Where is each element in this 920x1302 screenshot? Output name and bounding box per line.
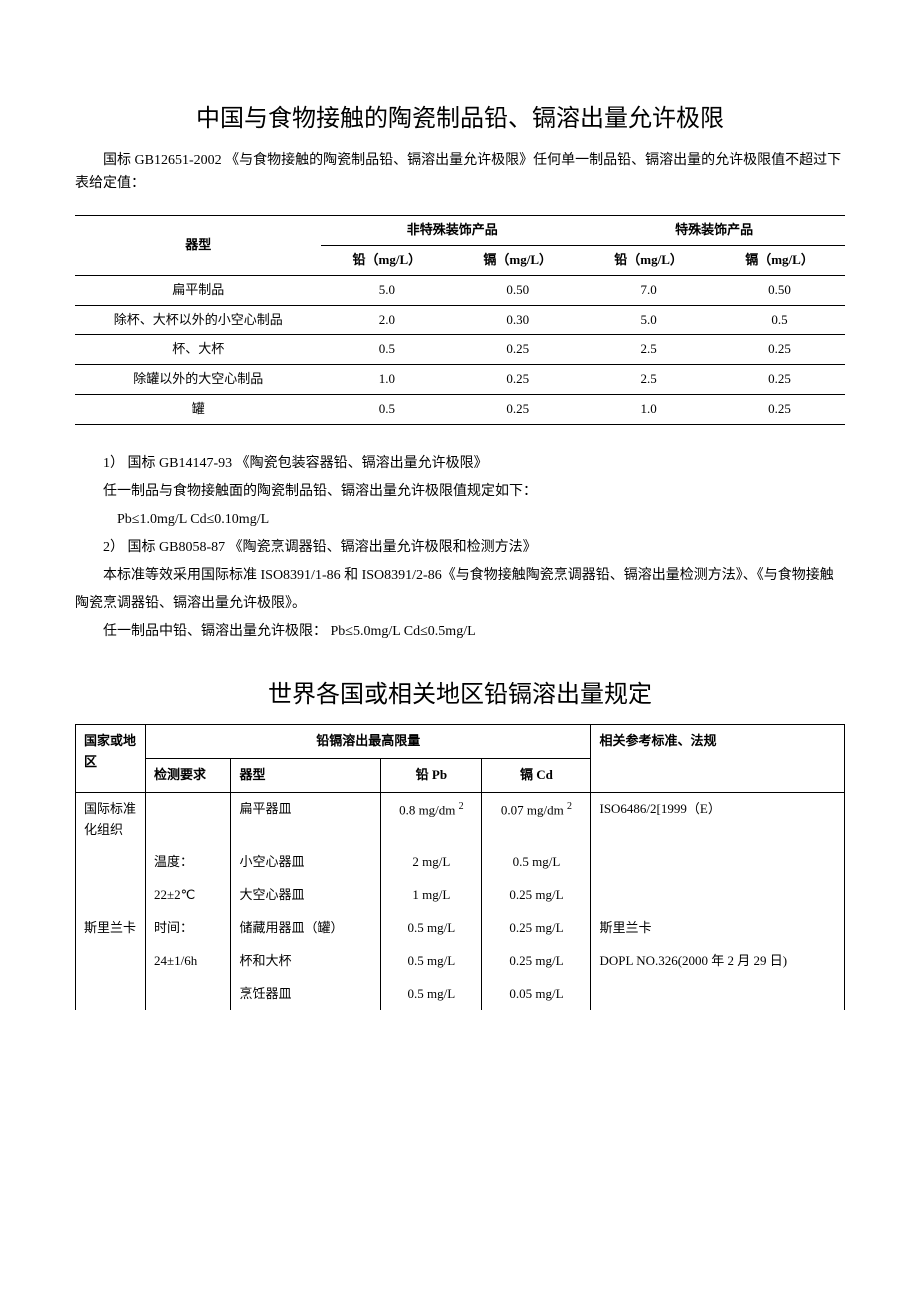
table-cell: 1.0 xyxy=(321,365,452,395)
col-cd2: 镉（mg/L） xyxy=(714,245,845,275)
table-row: 24±1/6h杯和大杯0.5 mg/L0.25 mg/LDOPL NO.326(… xyxy=(76,945,845,978)
col-group-normal: 非特殊装饰产品 xyxy=(321,216,583,246)
limits-table: 器型 非特殊装饰产品 特殊装饰产品 铅（mg/L） 镉（mg/L） 铅（mg/L… xyxy=(75,215,845,425)
table-cell: 扁平器皿 xyxy=(231,792,381,846)
table-cell: 7.0 xyxy=(583,275,714,305)
table-cell: 烹饪器皿 xyxy=(231,978,381,1011)
table-cell xyxy=(591,846,845,879)
table-cell: 0.25 xyxy=(452,394,583,424)
body-text: 1） 国标 GB14147-93 《陶瓷包装容器铅、镉溶出量允许极限》 任一制品… xyxy=(75,450,845,646)
table-cell: 0.25 xyxy=(714,394,845,424)
table-cell: 2.0 xyxy=(321,305,452,335)
table-cell: 杯、大杯 xyxy=(75,335,321,365)
col-type: 器型 xyxy=(75,216,321,276)
table-cell: 0.5 mg/L xyxy=(381,912,482,945)
title-2: 世界各国或相关地区铅镉溶出量规定 xyxy=(75,676,845,714)
table-row: 国际标准化组织 扁平器皿0.8 mg/dm 20.07 mg/dm 2ISO648… xyxy=(76,792,845,846)
col-pb: 铅 Pb xyxy=(381,758,482,792)
table-cell xyxy=(76,846,146,879)
table-cell: 0.50 xyxy=(714,275,845,305)
table-cell: 1 mg/L xyxy=(381,879,482,912)
table-cell: 0.5 xyxy=(321,394,452,424)
intro-text: 国标 GB12651-2002 《与食物接触的陶瓷制品铅、镉溶出量允许极限》任何… xyxy=(75,150,845,195)
body-p2: 任一制品与食物接触面的陶瓷制品铅、镉溶出量允许极限值规定如下： xyxy=(75,478,845,506)
table-cell: 0.5 xyxy=(321,335,452,365)
table-cell: 0.30 xyxy=(452,305,583,335)
col-region: 国家或地区 xyxy=(76,725,146,793)
table-cell: 大空心器皿 xyxy=(231,879,381,912)
table-cell: 0.5 mg/L xyxy=(381,978,482,1011)
table-cell: 储藏用器皿（罐） xyxy=(231,912,381,945)
table-row: 扁平制品5.00.507.00.50 xyxy=(75,275,845,305)
table-row: 除杯、大杯以外的小空心制品2.00.305.00.5 xyxy=(75,305,845,335)
table-cell xyxy=(146,792,231,846)
table-cell: 0.05 mg/L xyxy=(482,978,591,1011)
body-p6: 任一制品中铅、镉溶出量允许极限： Pb≤5.0mg/L Cd≤0.5mg/L xyxy=(75,618,845,646)
table-cell: 0.25 mg/L xyxy=(482,912,591,945)
table-cell xyxy=(76,978,146,1011)
table-cell: 0.50 xyxy=(452,275,583,305)
table-cell: 小空心器皿 xyxy=(231,846,381,879)
table-cell: 0.25 xyxy=(714,335,845,365)
table-row: 温度：小空心器皿2 mg/L0.5 mg/L xyxy=(76,846,845,879)
table-cell: 2 mg/L xyxy=(381,846,482,879)
table-cell xyxy=(76,945,146,978)
table-cell: 扁平制品 xyxy=(75,275,321,305)
table-cell: 0.5 mg/L xyxy=(381,945,482,978)
col-req: 检测要求 xyxy=(146,758,231,792)
title-1: 中国与食物接触的陶瓷制品铅、镉溶出量允许极限 xyxy=(75,100,845,138)
table-cell: 0.5 xyxy=(714,305,845,335)
table-cell: 5.0 xyxy=(321,275,452,305)
col-cd: 镉 Cd xyxy=(482,758,591,792)
table-cell xyxy=(146,978,231,1011)
table-cell: 0.25 xyxy=(452,335,583,365)
col-pb1: 铅（mg/L） xyxy=(321,245,452,275)
table-cell xyxy=(591,978,845,1011)
table-cell: 温度： xyxy=(146,846,231,879)
table-cell: 国际标准化组织 xyxy=(76,792,146,846)
table-cell: 24±1/6h xyxy=(146,945,231,978)
body-p5: 本标准等效采用国际标准 ISO8391/1-86 和 ISO8391/2-86《… xyxy=(75,562,845,618)
table-cell: 斯里兰卡 xyxy=(591,912,845,945)
body-p1: 1） 国标 GB14147-93 《陶瓷包装容器铅、镉溶出量允许极限》 xyxy=(75,450,845,478)
col-pb2: 铅（mg/L） xyxy=(583,245,714,275)
table-cell: 除杯、大杯以外的小空心制品 xyxy=(75,305,321,335)
body-p4: 2） 国标 GB8058-87 《陶瓷烹调器铅、镉溶出量允许极限和检测方法》 xyxy=(75,534,845,562)
col-cd1: 镉（mg/L） xyxy=(452,245,583,275)
body-p3: Pb≤1.0mg/L Cd≤0.10mg/L xyxy=(75,506,845,534)
table-cell: 时间： xyxy=(146,912,231,945)
col-utensil: 器型 xyxy=(231,758,381,792)
table-row: 罐0.50.251.00.25 xyxy=(75,394,845,424)
table-cell: 2.5 xyxy=(583,365,714,395)
table-cell: 22±2℃ xyxy=(146,879,231,912)
table-cell: 罐 xyxy=(75,394,321,424)
table-cell: ISO6486/2[1999（E） xyxy=(591,792,845,846)
table-cell: 杯和大杯 xyxy=(231,945,381,978)
col-group-special: 特殊装饰产品 xyxy=(583,216,845,246)
col-max-limit: 铅镉溶出最高限量 xyxy=(146,725,591,759)
table-cell: 0.5 mg/L xyxy=(482,846,591,879)
table-cell xyxy=(76,879,146,912)
table-cell: 斯里兰卡 xyxy=(76,912,146,945)
table-row: 杯、大杯0.50.252.50.25 xyxy=(75,335,845,365)
table-cell: 2.5 xyxy=(583,335,714,365)
table-cell: 5.0 xyxy=(583,305,714,335)
table-cell: 0.8 mg/dm 2 xyxy=(381,792,482,846)
table-cell: 除罐以外的大空心制品 xyxy=(75,365,321,395)
table-row: 除罐以外的大空心制品1.00.252.50.25 xyxy=(75,365,845,395)
table-cell xyxy=(591,879,845,912)
col-ref: 相关参考标准、法规 xyxy=(591,725,845,793)
table-cell: 0.25 mg/L xyxy=(482,879,591,912)
table-row: 斯里兰卡时间：储藏用器皿（罐）0.5 mg/L0.25 mg/L斯里兰卡 xyxy=(76,912,845,945)
table-row: 22±2℃大空心器皿1 mg/L0.25 mg/L xyxy=(76,879,845,912)
table-cell: 1.0 xyxy=(583,394,714,424)
table-cell: 0.25 mg/L xyxy=(482,945,591,978)
table-cell: DOPL NO.326(2000 年 2 月 29 日) xyxy=(591,945,845,978)
table-cell: 0.25 xyxy=(714,365,845,395)
table-cell: 0.07 mg/dm 2 xyxy=(482,792,591,846)
world-table: 国家或地区 铅镉溶出最高限量 相关参考标准、法规 检测要求 器型 铅 Pb 镉 … xyxy=(75,724,845,1010)
table-cell: 0.25 xyxy=(452,365,583,395)
table-row: 烹饪器皿0.5 mg/L0.05 mg/L xyxy=(76,978,845,1011)
